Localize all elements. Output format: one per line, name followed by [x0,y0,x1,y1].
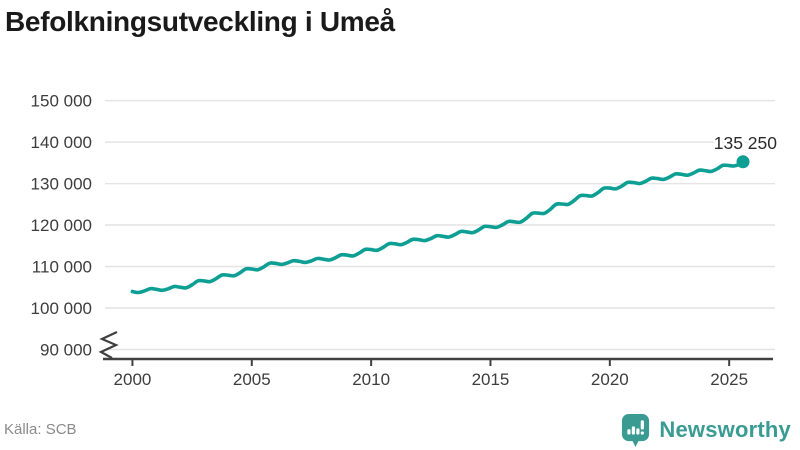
end-point-dot [736,155,750,169]
y-tick-label: 140 000 [31,133,92,152]
newsworthy-logo-text: Newsworthy [659,417,791,442]
y-tick-label: 130 000 [31,175,92,194]
source-label: Källa: SCB [4,421,77,438]
end-value-label: 135 250 [714,133,778,153]
x-tick-label: 2025 [710,370,748,389]
y-tick-label: 100 000 [31,299,92,318]
y-tick-label: 110 000 [32,258,92,277]
y-tick-label: 90 000 [40,340,92,359]
newsworthy-logo[interactable]: Newsworthy [620,411,791,449]
x-tick-label: 2010 [352,370,390,389]
x-tick-label: 2000 [114,370,152,389]
y-tick-label: 150 000 [31,92,92,111]
x-tick-label: 2005 [233,370,271,389]
chart-title: Befolkningsutveckling i Umeå [5,6,395,37]
y-tick-label: 120 000 [31,216,92,235]
population-line [130,160,745,295]
axis-break-icon [98,331,119,359]
x-tick-label: 2015 [472,370,510,389]
newsworthy-logo-icon [622,414,650,447]
x-tick-label: 2020 [591,370,629,389]
